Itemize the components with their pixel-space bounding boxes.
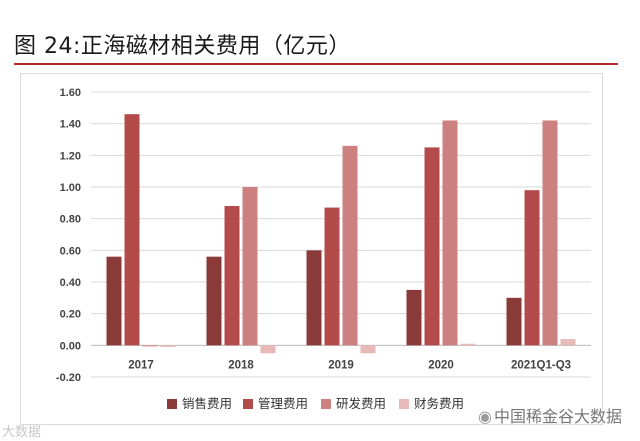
watermark-right: ◉ 中国稀金谷大数据 (478, 403, 622, 427)
bar-3 (242, 187, 258, 346)
bar-3 (142, 345, 158, 347)
legend-label: 管理费用 (258, 396, 308, 411)
watermark-left: 大数据 (2, 425, 42, 440)
title-divider (14, 63, 618, 65)
bar-3 (342, 145, 358, 346)
x-tick-label: 2021Q1-Q3 (511, 359, 571, 371)
bar-3 (542, 120, 558, 346)
bar-4 (360, 345, 376, 354)
bar-4 (160, 345, 176, 347)
bar-4 (460, 343, 476, 346)
y-tick-label: 0.40 (60, 277, 81, 289)
watermark-right-text: 中国稀金谷大数据 (493, 407, 622, 426)
bar-chart: 1.60 1.40 1.20 1.00 0.80 0.60 0.40 0.20 0.00 -0.2… (56, 87, 591, 411)
legend-swatch (167, 399, 177, 409)
bar-2 (124, 114, 140, 346)
x-tick-label: 2019 (328, 359, 354, 371)
wechat-icon: ◉ (478, 407, 492, 426)
bar-2 (424, 147, 440, 346)
y-tick-label: 1.20 (60, 150, 81, 162)
y-tick-label: 0.00 (60, 340, 81, 352)
x-tick-label: 2017 (128, 359, 154, 371)
y-tick-label: 0.80 (60, 214, 81, 226)
bar-1 (106, 256, 122, 346)
bar-1 (406, 289, 422, 346)
legend-label: 研发费用 (336, 396, 386, 411)
bar-2 (324, 207, 340, 346)
legend-swatch (243, 399, 253, 409)
bar-3 (442, 120, 458, 346)
page-title: 图 24:正海磁材相关费用（亿元） (14, 34, 351, 59)
y-tick-label: 0.60 (60, 245, 81, 257)
legend-swatch (321, 399, 331, 409)
x-tick-label: 2018 (228, 359, 254, 371)
legend-label: 销售费用 (182, 396, 232, 411)
legend-label: 财务费用 (414, 396, 464, 411)
y-tick-label: 1.40 (60, 119, 81, 131)
y-tick-label: -0.20 (56, 372, 81, 384)
bar-1 (206, 256, 222, 346)
y-tick-label: 0.20 (60, 309, 81, 321)
y-tick-label: 1.60 (60, 87, 81, 99)
bar-2 (524, 190, 540, 346)
y-tick-label: 1.00 (60, 182, 81, 194)
chart-frame: 1.60 1.40 1.20 1.00 0.80 0.60 0.40 0.20 0.00 -0.2… (20, 73, 603, 425)
bar-4 (260, 345, 276, 354)
x-tick-label: 2020 (428, 359, 454, 371)
bar-2 (224, 206, 240, 346)
bar-1 (506, 297, 522, 346)
bar-1 (306, 250, 322, 346)
legend-swatch (399, 399, 409, 409)
bar-4 (560, 339, 576, 346)
